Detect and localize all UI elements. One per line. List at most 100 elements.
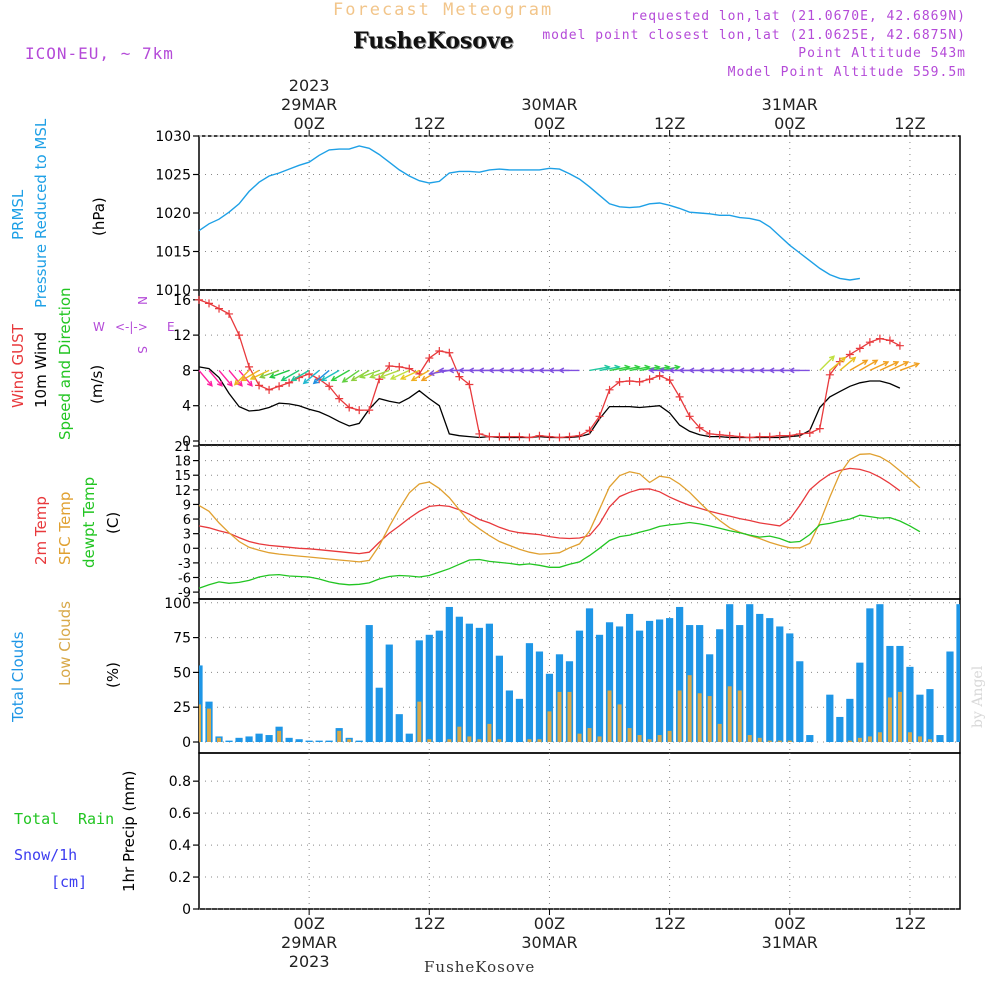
wind-gust-marker bbox=[505, 432, 514, 441]
wind-gust-marker bbox=[425, 354, 434, 363]
low-cloud-bar bbox=[777, 740, 782, 742]
total-cloud-bar bbox=[696, 625, 704, 742]
wind-10m-line bbox=[198, 366, 901, 439]
ytick-label-wind: 12 bbox=[173, 328, 191, 344]
total-cloud-bar bbox=[315, 740, 323, 742]
total-cloud-bar bbox=[676, 606, 684, 742]
wind-gust-marker bbox=[195, 295, 203, 304]
wind-gust-marker bbox=[265, 385, 274, 394]
low-cloud-bar bbox=[737, 690, 742, 742]
point-altitude: Point Altitude 543m bbox=[798, 46, 966, 61]
wind-gust-marker bbox=[705, 429, 714, 438]
xtick-label-top: 12Z bbox=[654, 114, 685, 133]
panel-frame-precip bbox=[198, 752, 961, 910]
low-cloud-bar bbox=[557, 691, 562, 742]
xtick-label-bottom: 12Z bbox=[414, 914, 445, 933]
wind-arrow bbox=[0, 0, 960, 370]
wind-arrow bbox=[410, 369, 430, 382]
wind-gust-marker bbox=[625, 377, 634, 385]
total-cloud-bar bbox=[455, 616, 463, 742]
compass-w: W bbox=[93, 320, 105, 334]
wind-gust-marker bbox=[215, 304, 224, 313]
total-cloud-bar bbox=[415, 640, 423, 742]
total-cloud-bar bbox=[425, 634, 433, 742]
total-cloud-bar bbox=[936, 735, 944, 742]
wind-gust-marker bbox=[205, 299, 214, 308]
wind-arrow bbox=[389, 369, 410, 380]
wind-gust-marker bbox=[245, 362, 254, 371]
precip-cm-label: [cm] bbox=[51, 873, 88, 891]
low-cloud-bar bbox=[687, 675, 692, 742]
low-cloud-bar bbox=[877, 732, 882, 742]
low-cloud-bar bbox=[487, 723, 492, 742]
ytick-label-pressure: 1030 bbox=[155, 129, 191, 145]
low-cloud-bar bbox=[447, 739, 452, 742]
wind-gust-marker bbox=[775, 431, 784, 440]
wind-gust-marker bbox=[635, 377, 644, 386]
wind-gust-marker bbox=[355, 406, 364, 415]
low-cloud-bar bbox=[847, 740, 852, 742]
low-cloud-bar bbox=[527, 739, 532, 742]
total-cloud-bar bbox=[265, 735, 273, 742]
total-cloud-bar bbox=[305, 740, 313, 742]
low-cloud-bar bbox=[347, 739, 352, 742]
total-cloud-bar bbox=[505, 690, 514, 742]
wind-gust-marker bbox=[825, 370, 834, 379]
xtick-label-top: 00Z bbox=[774, 114, 805, 133]
ytick-label-temp: 3 bbox=[183, 528, 191, 543]
wind-gust-marker bbox=[675, 392, 684, 401]
wind-gust-marker bbox=[755, 432, 764, 441]
wind-arrow bbox=[228, 369, 243, 387]
xtick-label-bottom: 00Z bbox=[774, 914, 805, 933]
total-cloud-bar bbox=[355, 740, 363, 742]
low-cloud-bar bbox=[657, 735, 662, 742]
wind-gust-marker bbox=[395, 362, 404, 371]
total-cloud-bar bbox=[766, 618, 774, 742]
low-cloud-bar bbox=[707, 696, 712, 742]
low-cloud-bar bbox=[567, 691, 572, 742]
low-cloud-bar bbox=[767, 740, 772, 742]
total-cloud-bar bbox=[465, 623, 473, 742]
low-cloud-bar bbox=[697, 693, 702, 742]
wind-arrow bbox=[788, 367, 810, 374]
total-cloud-bar bbox=[776, 626, 784, 742]
wind-gust-marker bbox=[855, 344, 864, 353]
wind-gust-marker bbox=[685, 412, 694, 421]
requested-coords: requested lon,lat (21.0670E, 42.6869N) bbox=[630, 9, 966, 24]
wind-gust-marker bbox=[275, 382, 284, 391]
wind-arrow bbox=[399, 369, 420, 380]
low-cloud-bar bbox=[547, 711, 552, 742]
wind-gust-marker bbox=[455, 372, 464, 381]
total-cloud-bar bbox=[886, 645, 894, 742]
total-cloud-bar bbox=[225, 740, 233, 742]
total-cloud-bar bbox=[615, 626, 624, 742]
total-cloud-bar bbox=[786, 633, 794, 742]
wind-gust-marker bbox=[465, 380, 474, 389]
total-cloud-bar bbox=[405, 733, 413, 742]
ytick-label-precip: 0.2 bbox=[169, 870, 191, 886]
low-cloud-bar bbox=[927, 739, 932, 742]
low-cloud-bar bbox=[727, 686, 732, 742]
low-cloud-bar bbox=[627, 728, 632, 742]
ytick-label-temp: -6 bbox=[178, 571, 191, 586]
xtick-label-top: 29MAR bbox=[281, 95, 337, 114]
xtick-label-top: 12Z bbox=[894, 114, 925, 133]
ytick-label-temp: 6 bbox=[183, 513, 191, 528]
total-cloud-bar bbox=[736, 625, 744, 742]
wind-arrow bbox=[369, 369, 390, 379]
total-cloud-bar bbox=[906, 666, 914, 742]
wind-gust-marker bbox=[665, 376, 674, 385]
low-cloud-bar bbox=[757, 737, 762, 742]
wind-gust-marker bbox=[875, 334, 884, 343]
low-cloud-bar bbox=[417, 701, 422, 742]
ytick-label-precip: 0.4 bbox=[169, 838, 191, 854]
wind-arrow bbox=[899, 362, 921, 372]
ytick-label-wind: 8 bbox=[182, 363, 191, 379]
ytick-label-pressure: 1015 bbox=[155, 245, 191, 261]
compass-e: E bbox=[167, 320, 175, 334]
low-cloud-bar bbox=[497, 739, 502, 742]
wind-arrow bbox=[198, 369, 213, 387]
wind-gust-marker bbox=[655, 371, 664, 380]
low-cloud-bar bbox=[427, 739, 432, 742]
total-cloud-bar bbox=[545, 673, 554, 742]
